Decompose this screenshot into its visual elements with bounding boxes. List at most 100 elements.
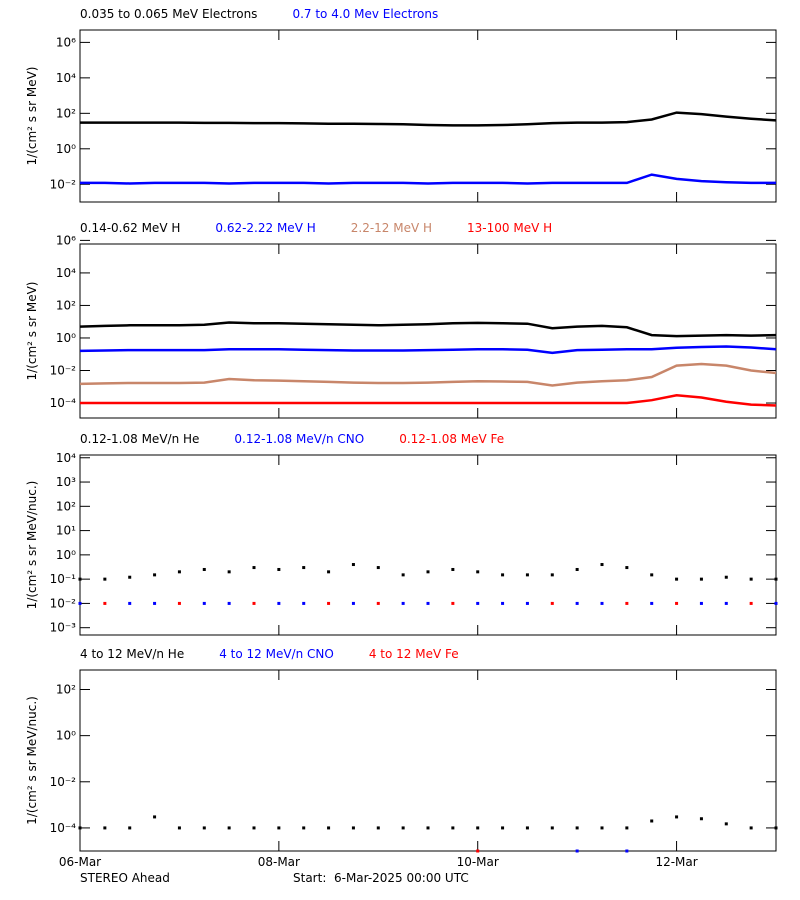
data-point [451,567,455,571]
data-point [376,601,380,605]
data-point [650,819,654,823]
data-point [501,601,505,605]
data-point [525,601,529,605]
series-line [80,173,776,185]
data-point [774,577,778,581]
y-tick-label: 10⁰ [56,331,76,345]
data-point [277,601,281,605]
footer-left: STEREO Ahead [80,871,170,885]
y-tick-label: 10⁻² [50,363,77,377]
data-point [302,826,306,830]
data-point [327,570,331,574]
data-point [699,817,703,821]
x-tick-label: 08-Mar [258,855,300,869]
data-point [774,826,778,830]
data-point [302,566,306,570]
data-point [277,567,281,571]
data-point [227,601,231,605]
y-tick-label: 10⁰ [56,142,76,156]
series-line [80,111,777,127]
data-point [376,566,380,570]
data-point [525,826,529,830]
data-point [227,570,231,574]
data-point [401,601,405,605]
data-point [625,601,629,605]
data-point [525,573,529,577]
y-axis-label: 1/(cm² s sr MeV) [25,282,39,381]
y-tick-label: 10⁴ [56,71,76,85]
y-tick-label: 10¹ [56,524,76,538]
data-point [302,601,306,605]
data-point [476,849,480,853]
data-point [78,577,82,581]
y-axis-label: 1/(cm² s sr MeV/nuc.) [25,481,39,610]
plot-frame [79,243,777,419]
data-point [575,601,579,605]
plot-frame [79,29,777,203]
data-point [699,577,703,581]
footer-right: Start: 6-Mar-2025 00:00 UTC [293,871,469,885]
series-line [79,321,777,338]
y-tick-label: 10² [56,682,76,696]
data-point [724,601,728,605]
legend-entry: 2.2-12 MeV H [351,221,432,235]
series-line [79,345,777,355]
data-point [600,563,604,567]
data-point [401,826,405,830]
x-tick-label: 12-Mar [655,855,697,869]
data-point [600,826,604,830]
data-point [351,563,355,567]
data-point [476,570,480,574]
data-point [550,573,554,577]
data-point [327,601,331,605]
data-point [550,826,554,830]
data-point [202,567,206,571]
data-point [177,826,181,830]
data-point [103,577,107,581]
data-point [451,826,455,830]
data-point [103,601,107,605]
y-tick-label: 10² [56,106,76,120]
data-point [625,849,629,853]
data-point [202,601,206,605]
data-point [103,826,107,830]
legend-entry: 13-100 MeV H [467,221,552,235]
x-tick-label: 10-Mar [457,855,499,869]
y-tick-label: 10⁴ [56,266,76,280]
legend-entry: 0.14-0.62 MeV H [80,221,180,235]
y-tick-label: 10⁴ [56,451,76,465]
data-point [401,573,405,577]
data-point [625,566,629,570]
y-axis-label: 1/(cm² s sr MeV/nuc.) [25,696,39,825]
data-point [675,577,679,581]
y-tick-label: 10⁻¹ [50,572,77,586]
data-point [575,826,579,830]
y-tick-label: 10⁻⁴ [50,821,77,835]
y-tick-label: 10² [56,298,76,312]
data-point [501,573,505,577]
data-point [376,826,380,830]
data-point [476,601,480,605]
data-point [177,570,181,574]
data-point [699,601,703,605]
data-point [252,566,256,570]
y-tick-label: 10⁻⁴ [50,396,77,410]
y-tick-label: 10⁻² [50,177,77,191]
data-point [476,826,480,830]
legend-entry: 4 to 12 MeV/n CNO [219,647,334,661]
y-tick-label: 10⁶ [56,233,76,247]
data-point [501,826,505,830]
data-point [426,570,430,574]
plot-frame [79,669,777,852]
legend-entry: 0.7 to 4.0 Mev Electrons [292,7,438,21]
data-point [774,601,778,605]
data-point [451,601,455,605]
data-point [724,575,728,579]
legend-entry: 4 to 12 MeV/n He [80,647,184,661]
data-point [153,573,157,577]
data-point [650,573,654,577]
data-point [327,826,331,830]
data-point [749,601,753,605]
